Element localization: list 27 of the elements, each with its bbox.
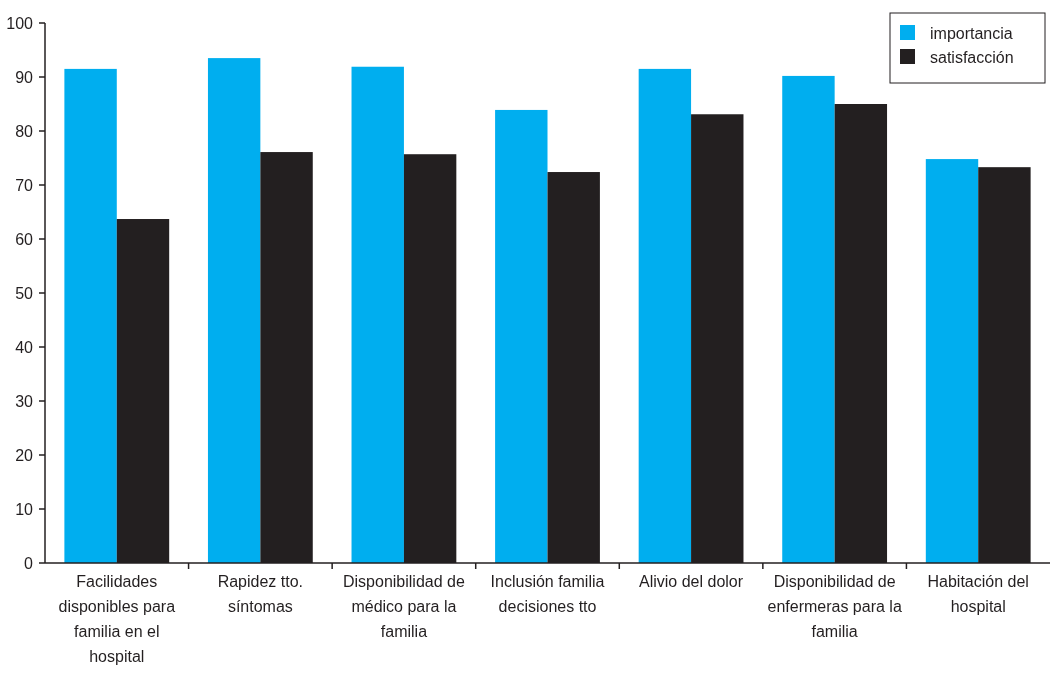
legend-label: importancia: [930, 24, 1013, 42]
y-tick-label: 30: [15, 392, 34, 410]
bar: [782, 75, 835, 563]
y-tick-label: 60: [15, 230, 34, 248]
y-tick-label: 70: [15, 176, 34, 194]
bar: [64, 68, 117, 563]
x-tick-label: Inclusión familia decisiones tto: [490, 573, 605, 615]
y-tick-label: 90: [15, 68, 34, 86]
y-tick-label: 10: [15, 500, 34, 518]
x-tick-label: Facilidades disponibles para familia en el hospital: [58, 573, 176, 665]
x-tick-label: Rapidez tto. síntomas: [217, 573, 304, 615]
y-tick-label: 40: [15, 338, 34, 356]
bar: [925, 159, 979, 563]
y-tick-label: 20: [15, 446, 34, 464]
y-tick-label: 50: [15, 284, 34, 302]
x-tick-label: Disponibilidad de médico para la familia: [343, 573, 465, 640]
x-tick-label: Disponibilidad de enfermeras para la familia: [767, 573, 902, 640]
legend-label: satisfacción: [930, 48, 1014, 66]
bar: [207, 58, 261, 563]
x-tick-label: Alivio del dolor: [639, 573, 744, 590]
bar: [351, 66, 404, 563]
x-tick-label: Habitación del hospital: [927, 573, 1029, 615]
bar: [638, 68, 692, 563]
bar: [495, 109, 548, 563]
y-tick-label: 0: [24, 554, 34, 572]
y-tick-label: 80: [15, 122, 34, 140]
y-tick-label: 100: [6, 14, 34, 32]
